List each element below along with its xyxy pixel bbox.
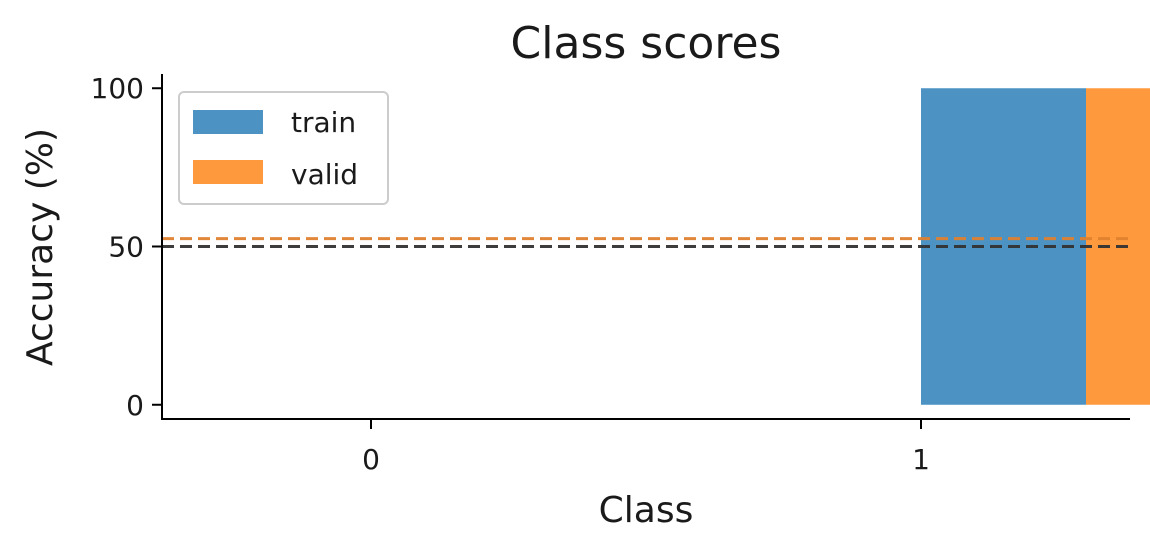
y-tick-label-50: 50 bbox=[108, 231, 144, 264]
x-tick-label-1: 1 bbox=[912, 443, 930, 476]
y-axis-label: Accuracy (%) bbox=[20, 128, 61, 366]
chart-title: Class scores bbox=[511, 18, 782, 69]
x-axis-label: Class bbox=[599, 490, 694, 531]
legend-swatch-valid bbox=[193, 160, 263, 184]
bar-train-class-1 bbox=[921, 88, 1086, 405]
y-tick-label-100: 100 bbox=[91, 72, 144, 105]
legend-label-valid: valid bbox=[291, 158, 358, 191]
legend-label-train: train bbox=[291, 106, 356, 139]
x-tick-label-0: 0 bbox=[362, 443, 380, 476]
y-tick-label-0: 0 bbox=[126, 389, 144, 422]
y-ticks-group: 0 50 100 bbox=[91, 72, 162, 422]
legend-swatch-train bbox=[193, 110, 263, 134]
legend: train valid bbox=[178, 91, 389, 205]
